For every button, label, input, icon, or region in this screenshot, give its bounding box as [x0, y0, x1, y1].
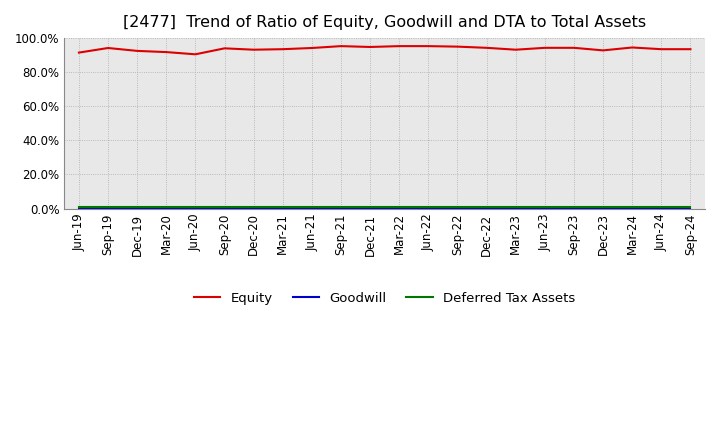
- Goodwill: [395, 206, 404, 211]
- Line: Equity: Equity: [79, 46, 690, 54]
- Deferred Tax Assets: [279, 205, 287, 210]
- Equity: [191, 51, 199, 57]
- Equity: [541, 45, 549, 51]
- Deferred Tax Assets: [541, 205, 549, 210]
- Equity: [395, 44, 404, 49]
- Deferred Tax Assets: [453, 205, 462, 210]
- Equity: [133, 48, 142, 54]
- Equity: [75, 50, 84, 55]
- Deferred Tax Assets: [570, 205, 578, 210]
- Goodwill: [570, 206, 578, 211]
- Goodwill: [541, 206, 549, 211]
- Goodwill: [599, 206, 608, 211]
- Deferred Tax Assets: [133, 205, 142, 210]
- Deferred Tax Assets: [599, 205, 608, 210]
- Goodwill: [133, 206, 142, 211]
- Goodwill: [104, 206, 112, 211]
- Goodwill: [249, 206, 258, 211]
- Equity: [482, 45, 491, 51]
- Deferred Tax Assets: [75, 205, 84, 210]
- Deferred Tax Assets: [337, 205, 346, 210]
- Goodwill: [511, 206, 520, 211]
- Equity: [279, 47, 287, 52]
- Goodwill: [366, 206, 374, 211]
- Equity: [104, 45, 112, 51]
- Goodwill: [191, 206, 199, 211]
- Goodwill: [279, 206, 287, 211]
- Deferred Tax Assets: [657, 205, 666, 210]
- Goodwill: [337, 206, 346, 211]
- Equity: [686, 47, 695, 52]
- Equity: [657, 47, 666, 52]
- Equity: [162, 49, 171, 55]
- Deferred Tax Assets: [628, 205, 636, 210]
- Deferred Tax Assets: [482, 205, 491, 210]
- Deferred Tax Assets: [424, 205, 433, 210]
- Goodwill: [482, 206, 491, 211]
- Equity: [453, 44, 462, 49]
- Equity: [249, 47, 258, 52]
- Deferred Tax Assets: [307, 205, 316, 210]
- Deferred Tax Assets: [395, 205, 404, 210]
- Equity: [220, 46, 229, 51]
- Equity: [366, 44, 374, 50]
- Goodwill: [686, 206, 695, 211]
- Equity: [628, 45, 636, 50]
- Equity: [424, 44, 433, 49]
- Goodwill: [453, 206, 462, 211]
- Goodwill: [424, 206, 433, 211]
- Deferred Tax Assets: [191, 205, 199, 210]
- Goodwill: [220, 206, 229, 211]
- Deferred Tax Assets: [162, 205, 171, 210]
- Deferred Tax Assets: [104, 205, 112, 210]
- Goodwill: [75, 206, 84, 211]
- Deferred Tax Assets: [366, 205, 374, 210]
- Title: [2477]  Trend of Ratio of Equity, Goodwill and DTA to Total Assets: [2477] Trend of Ratio of Equity, Goodwil…: [123, 15, 647, 30]
- Goodwill: [307, 206, 316, 211]
- Goodwill: [162, 206, 171, 211]
- Goodwill: [628, 206, 636, 211]
- Goodwill: [657, 206, 666, 211]
- Equity: [511, 47, 520, 52]
- Equity: [599, 48, 608, 53]
- Deferred Tax Assets: [220, 205, 229, 210]
- Legend: Equity, Goodwill, Deferred Tax Assets: Equity, Goodwill, Deferred Tax Assets: [189, 287, 581, 310]
- Equity: [570, 45, 578, 51]
- Deferred Tax Assets: [249, 205, 258, 210]
- Equity: [307, 45, 316, 51]
- Equity: [337, 44, 346, 49]
- Deferred Tax Assets: [686, 205, 695, 210]
- Deferred Tax Assets: [511, 205, 520, 210]
